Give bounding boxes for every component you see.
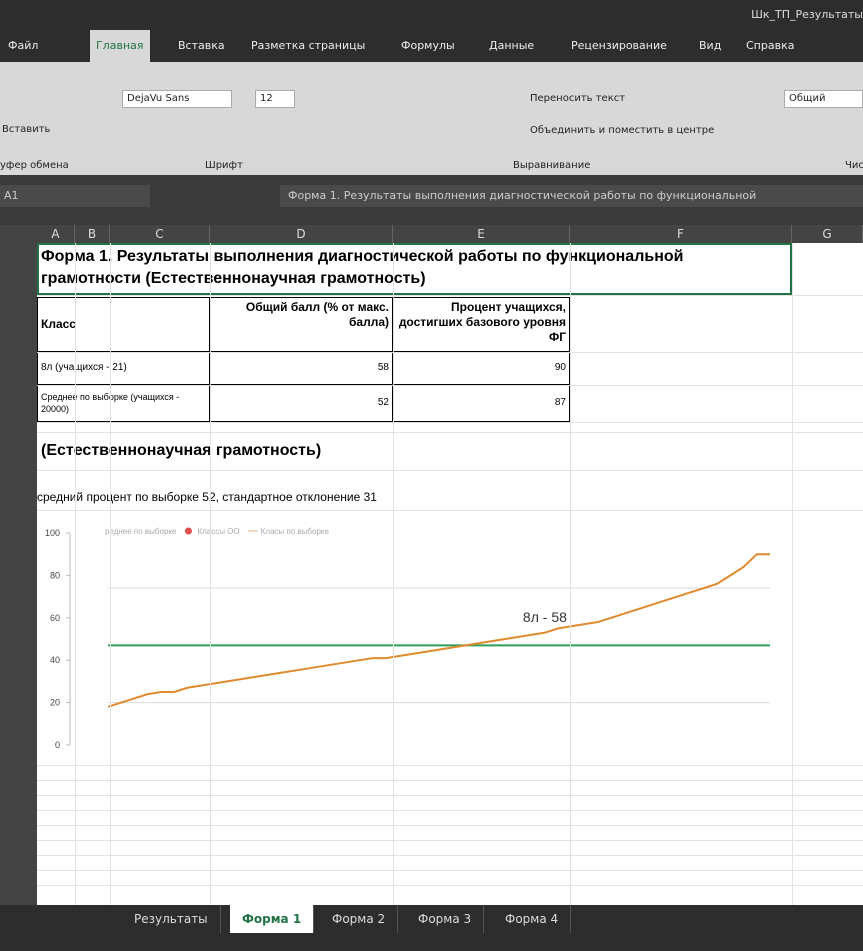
ribbon-tabs: Файл Главная Вставка Разметка страницы Форму… [0,30,863,62]
ribbon-tab[interactable]: Главная [90,30,150,62]
font-name[interactable]: DejaVu Sans [122,90,232,108]
table-cell: 87 [393,385,570,422]
cell-gridline [37,810,863,811]
group-label: Шрифт [205,160,243,171]
table-cell: Среднее по выборке (учащихся - 20000) [37,385,210,422]
cell-gridline [37,780,863,781]
ribbon-tab[interactable]: Справка [746,39,795,52]
column-header[interactable]: G [792,225,863,243]
data-line [107,553,770,708]
y-tick-label: 20 [50,698,60,708]
y-tick-label: 80 [50,570,60,580]
cell-gridline [792,243,793,905]
wrap-text[interactable]: Переносить текст [530,93,626,104]
paste[interactable]: Вставить [2,124,51,135]
font-size[interactable]: 12 [255,90,295,108]
y-tick-label: 100 [45,528,60,538]
cell-gridline [37,385,863,386]
cell-gridline [37,870,863,871]
cell-gridline [37,432,863,433]
legend-label: Классы ОО [197,527,239,536]
sheet-tab[interactable]: Форма 4 [493,905,572,933]
cell-gridline [37,795,863,796]
table-header-cell: Процент учащихся, достигших базового уро… [393,297,570,352]
title-bar: Шк_ТП_Результаты [0,0,863,30]
column-header[interactable]: E [393,225,570,243]
cell-gridline [37,352,863,353]
y-tick-label: 40 [50,655,60,665]
cell-gridline [37,825,863,826]
cell-gridline [37,510,863,511]
group-label: Числ [845,160,863,171]
legend-label: Класы по выборке [261,527,330,536]
sheet-tab[interactable]: Форма 2 [320,905,399,933]
cell-gridline [37,470,863,471]
cell-gridline [37,422,863,423]
table-header-cell: Класс [37,297,210,352]
ribbon-tab[interactable]: Данные [489,39,535,52]
group-label: уфер обмена [0,160,69,171]
selected-cell[interactable] [37,243,792,295]
table-cell: 58 [210,352,393,385]
cell-gridline [570,243,571,905]
table-cell: 52 [210,385,393,422]
sheet-tab[interactable]: Форма 3 [406,905,485,933]
formula-input[interactable]: Форма 1. Результаты выполнения диагности… [280,185,863,207]
group-label: Выравнивание [513,160,591,171]
cell-gridline [75,243,76,905]
column-header[interactable]: B [75,225,110,243]
cell-gridline [393,243,394,905]
stats: средний процент по выборке 52, стандартн… [37,490,377,504]
cell-gridline [110,243,111,905]
section-title: (Естественнонаучная грамотность) [41,442,322,459]
ribbon-tab[interactable]: Рецензирование [571,39,667,52]
column-header[interactable]: C [110,225,210,243]
row-headers [0,243,37,905]
sheet-title: Форма 1. Результаты выполнения диагности… [41,248,684,287]
window-title: Шк_ТП_Результаты [751,8,863,21]
ribbon-tab[interactable]: Формулы [401,39,455,52]
column-header[interactable]: D [210,225,393,243]
ribbon: Вставить DejaVu Sans 12 Переносить текст… [0,62,863,175]
column-header[interactable]: A [37,225,75,243]
merge-center[interactable]: Объединить и поместить в центре [530,125,715,136]
ribbon-tab[interactable]: Разметка страницы [251,39,366,52]
cell-gridline [210,243,211,905]
ribbon-tab[interactable]: Вид [699,39,722,52]
sheet-tab[interactable]: Результаты [122,905,221,933]
column-header[interactable]: F [570,225,792,243]
sheet-tab[interactable]: Форма 1 [230,905,315,933]
ribbon-tab[interactable]: Файл [8,39,39,52]
cell-gridline [37,855,863,856]
sheet-tabs: Результаты Форма 1 Форма 2 Форма 3 Форма 4 [0,905,863,951]
cell-gridline [37,885,863,886]
name-box[interactable]: A1 [0,185,150,207]
legend-marker [184,527,192,535]
table-cell: 90 [393,352,570,385]
annotation: 8л - 58 [523,609,567,625]
cell-gridline [37,840,863,841]
table-header-cell: Общий балл (% от макс. балла) [210,297,393,352]
table-cell: 8л (учащихся - 21) [37,352,210,385]
number-format[interactable]: Общий [784,90,863,108]
formula-area: A1 Форма 1. Результаты выполнения диагно… [0,175,863,225]
cell-gridline [37,295,863,296]
cell-gridline [37,765,863,766]
y-tick-label: 0 [55,740,60,750]
legend-label: реднее по выборке [105,527,177,536]
y-tick-label: 60 [50,613,60,623]
ribbon-tab[interactable]: Вставка [178,39,225,52]
